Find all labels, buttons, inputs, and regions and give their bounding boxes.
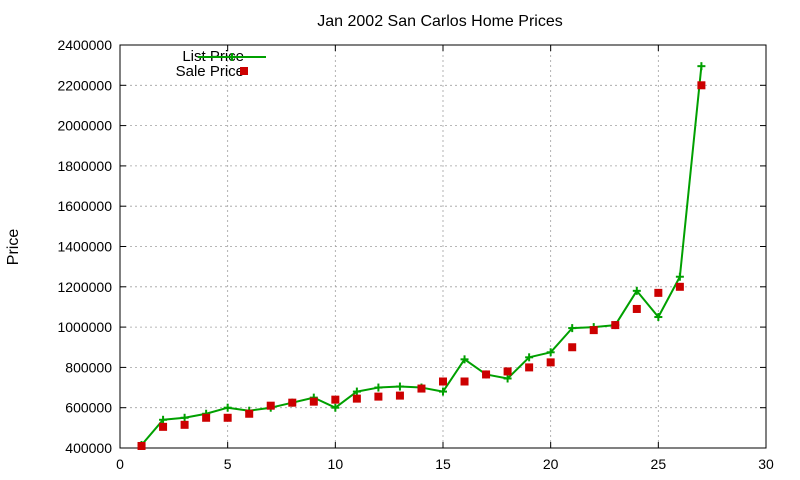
list-price-point bbox=[546, 348, 555, 357]
sale-price-point bbox=[654, 288, 663, 297]
sale-price-point bbox=[546, 358, 555, 367]
list-price-point bbox=[503, 374, 512, 383]
sale-price-point bbox=[589, 326, 598, 335]
sale-price-point bbox=[202, 413, 211, 422]
list-price-point bbox=[697, 62, 706, 71]
sale-price-point bbox=[503, 367, 512, 376]
list-price-point bbox=[352, 387, 361, 396]
legend-swatch-sale-price bbox=[240, 67, 248, 75]
y-tick-label: 1600000 bbox=[57, 198, 112, 214]
legend-cross-marker bbox=[228, 53, 236, 61]
y-tick-label: 600000 bbox=[65, 400, 112, 416]
x-tick-label: 5 bbox=[224, 456, 232, 472]
sale-price-point bbox=[159, 422, 168, 431]
y-tick-label: 400000 bbox=[65, 440, 112, 456]
x-tick-label: 10 bbox=[328, 456, 344, 472]
y-tick-label: 1400000 bbox=[57, 239, 112, 255]
sale-price-point bbox=[309, 397, 318, 406]
list-price-point bbox=[525, 353, 534, 362]
sale-price-point bbox=[439, 377, 447, 386]
chart-title: Jan 2002 San Carlos Home Prices bbox=[317, 13, 562, 30]
sale-price-point bbox=[417, 384, 426, 393]
y-tick-label: 1800000 bbox=[57, 158, 112, 174]
sale-price-point bbox=[632, 304, 641, 313]
y-tick-label: 2400000 bbox=[57, 37, 112, 53]
list-price-point bbox=[632, 286, 641, 295]
y-tick-label: 2000000 bbox=[57, 118, 112, 134]
list-price-point bbox=[180, 413, 189, 422]
axis-ticks: 0 5 10 15 20 25 30 400000 600000 800000 1000000 120… bbox=[57, 37, 774, 472]
list-price-point bbox=[439, 387, 447, 396]
x-tick-label: 20 bbox=[543, 456, 559, 472]
sale-price-point bbox=[482, 370, 491, 379]
sale-price-point bbox=[460, 377, 469, 386]
sale-price-point bbox=[374, 392, 383, 401]
list-price-point bbox=[568, 324, 577, 333]
list-price-point bbox=[331, 403, 340, 412]
sale-price-point bbox=[288, 398, 297, 407]
list-price-point bbox=[654, 313, 663, 322]
list-price-point bbox=[374, 383, 383, 392]
sale-price-point bbox=[266, 401, 275, 410]
sale-price-point bbox=[180, 420, 189, 429]
sale-price-point bbox=[137, 441, 146, 450]
sale-price-point bbox=[568, 343, 577, 352]
list-price-point bbox=[675, 272, 684, 281]
sale-price-point bbox=[395, 391, 404, 400]
y-tick-label: 1200000 bbox=[57, 279, 112, 295]
sale-price-point bbox=[245, 409, 254, 418]
legend: List Price Sale Price bbox=[176, 48, 266, 80]
series-layer bbox=[137, 62, 706, 450]
sale-price-point bbox=[352, 394, 361, 403]
sale-price-point bbox=[697, 81, 706, 90]
list-price-point bbox=[460, 355, 469, 364]
legend-label-sale-price: Sale Price bbox=[176, 63, 244, 80]
list-price-point bbox=[159, 415, 168, 424]
sale-price-point bbox=[525, 363, 534, 372]
x-tick-label: 15 bbox=[435, 456, 451, 472]
list-price-point bbox=[395, 382, 404, 391]
grid-layer bbox=[120, 45, 766, 448]
list-price-point bbox=[223, 403, 232, 412]
sale-price-point bbox=[675, 282, 684, 291]
x-tick-label: 25 bbox=[651, 456, 667, 472]
x-tick-label: 0 bbox=[116, 456, 124, 472]
sale-price-point bbox=[331, 395, 340, 404]
y-tick-label: 800000 bbox=[65, 359, 112, 375]
sale-price-point bbox=[223, 413, 232, 422]
x-tick-label: 30 bbox=[758, 456, 774, 472]
y-tick-label: 2200000 bbox=[57, 77, 112, 93]
y-tick-label: 1000000 bbox=[57, 319, 112, 335]
y-axis-label: Price bbox=[5, 229, 22, 266]
sale-price-point bbox=[611, 321, 620, 330]
